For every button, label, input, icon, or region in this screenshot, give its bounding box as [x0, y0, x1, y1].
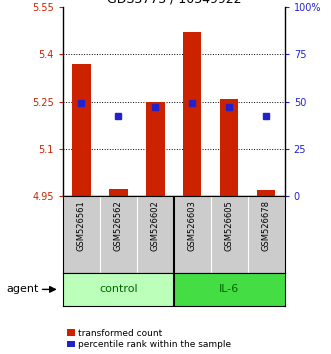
Text: agent: agent — [7, 284, 39, 295]
Text: control: control — [99, 284, 138, 295]
Bar — [72, 64, 91, 196]
Text: GSM526678: GSM526678 — [262, 200, 271, 251]
Bar — [146, 102, 165, 196]
Bar — [183, 32, 202, 196]
Text: GSM526562: GSM526562 — [114, 200, 123, 251]
Text: IL-6: IL-6 — [219, 284, 239, 295]
Bar — [257, 190, 275, 196]
Title: GDS3773 / 10349922: GDS3773 / 10349922 — [107, 0, 241, 6]
Bar — [174, 273, 285, 306]
Text: GSM526602: GSM526602 — [151, 200, 160, 251]
Bar — [109, 189, 127, 196]
Text: GSM526561: GSM526561 — [77, 200, 86, 251]
Bar — [63, 273, 174, 306]
Bar — [220, 99, 238, 196]
Text: GSM526603: GSM526603 — [188, 200, 197, 251]
Legend: transformed count, percentile rank within the sample: transformed count, percentile rank withi… — [68, 329, 231, 349]
Text: GSM526605: GSM526605 — [225, 200, 234, 251]
